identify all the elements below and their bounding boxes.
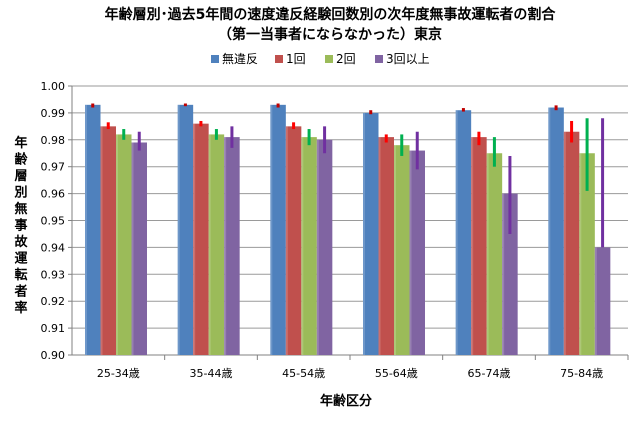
y-tick-label: 1.00 [41,80,66,93]
y-tick-label: 0.90 [41,349,66,362]
y-axis-label-char: 齢 [14,152,28,168]
bar [563,131,580,355]
legend-label: 無違反 [222,51,258,66]
y-axis-label-char: 無 [14,201,27,217]
bar-highlight [285,126,288,355]
bar-highlight [394,145,396,355]
x-tick-label: 35-44歳 [190,367,233,380]
bar [455,110,472,356]
bar-highlight [177,104,180,355]
x-axis-label: 年齢区分 [320,393,372,409]
bar-highlight [378,137,381,355]
x-tick-label: 55-64歳 [375,367,418,380]
y-axis-ticks: 0.90 0.91 0.92 0.93 0.94 0.95 0.96 0.97 0.98 0.99… [41,80,66,362]
bar-highlight [270,104,273,355]
bar-highlight [208,134,211,355]
bar [548,107,564,356]
bar-highlight [409,150,412,355]
bar [486,153,503,355]
bar-highlight [193,123,196,355]
bar-highlight [502,193,505,355]
bar [394,145,410,355]
legend-label: 1回 [286,52,306,66]
bar [594,247,611,355]
bar-highlight [548,107,551,356]
bar-highlight [301,137,304,355]
bar [502,193,518,355]
bar-highlight [579,153,582,355]
legend-swatch [275,55,283,63]
x-tick-label: 45-54歳 [282,367,325,380]
bar-highlight [486,153,489,355]
legend-swatch [375,55,383,63]
bar [116,134,132,355]
y-tick-label: 0.94 [41,241,66,254]
y-tick-label: 0.91 [41,322,66,335]
y-axis-label-char: 別 [13,186,27,201]
bar [471,137,487,355]
y-tick-label: 0.93 [41,268,66,281]
bar [85,104,101,355]
bar [316,139,333,355]
y-axis-label-char: 故 [14,234,28,250]
y-axis-label-char: 転 [14,267,27,283]
bar-highlight [471,137,474,355]
error-bars [91,103,605,248]
y-tick-label: 0.96 [41,188,66,201]
bar [301,137,317,355]
x-axis-ticks: 25-34歳 35-44歳 45-54歳 55-64歳 65-74歳 75-84歳 [97,367,603,380]
y-axis-label-char: 運 [14,252,27,267]
bar [579,153,595,355]
y-tick-label: 0.92 [41,295,66,308]
legend-swatch [211,55,219,63]
bar-highlight [363,112,365,356]
y-tick-label: 0.97 [41,161,66,174]
bar-highlight [85,104,87,355]
bar-highlight [100,126,103,355]
legend: 無違反 1回 2回 3回以上 [211,51,430,66]
y-axis-label-char: 層 [14,169,27,184]
chart-subtitle: （第一当事者にならなかった）東京 [218,26,442,43]
bar [378,137,394,355]
y-tick-label: 0.95 [41,215,66,228]
bar [409,150,425,355]
x-tick-label: 65-74歳 [468,367,511,380]
bar [363,112,379,356]
bar [224,137,240,355]
bar-highlight [594,247,597,355]
legend-label: 2回 [336,52,356,66]
bar-highlight [563,131,566,355]
legend-label: 3回以上 [386,52,430,66]
y-axis-label-char: 年 [14,135,27,151]
gridlines [68,85,629,360]
bar [100,126,116,355]
legend-swatch [325,55,333,63]
bar [193,123,209,355]
bar-highlight [455,110,458,356]
y-axis-label-char: 率 [14,300,27,316]
x-tick-label: 75-84歳 [560,367,603,380]
bar-highlight [316,139,319,355]
bar-highlight [224,137,227,355]
bar [131,142,147,355]
y-tick-label: 0.98 [41,134,66,147]
bars [85,104,611,356]
chart-title: 年齢層別･過去5年間の速度違反経験回数別の次年度無事故運転者の割合 [105,6,557,23]
y-tick-label: 0.99 [41,107,66,120]
bar [177,104,194,355]
bar-highlight [131,142,134,355]
x-tick-label: 25-34歳 [97,367,140,380]
bar [270,104,286,355]
bar [285,126,302,355]
bar-highlight [116,134,118,355]
y-axis-label-char: 事 [14,218,27,234]
bar [208,134,225,355]
y-axis-label-char: 者 [13,284,27,300]
